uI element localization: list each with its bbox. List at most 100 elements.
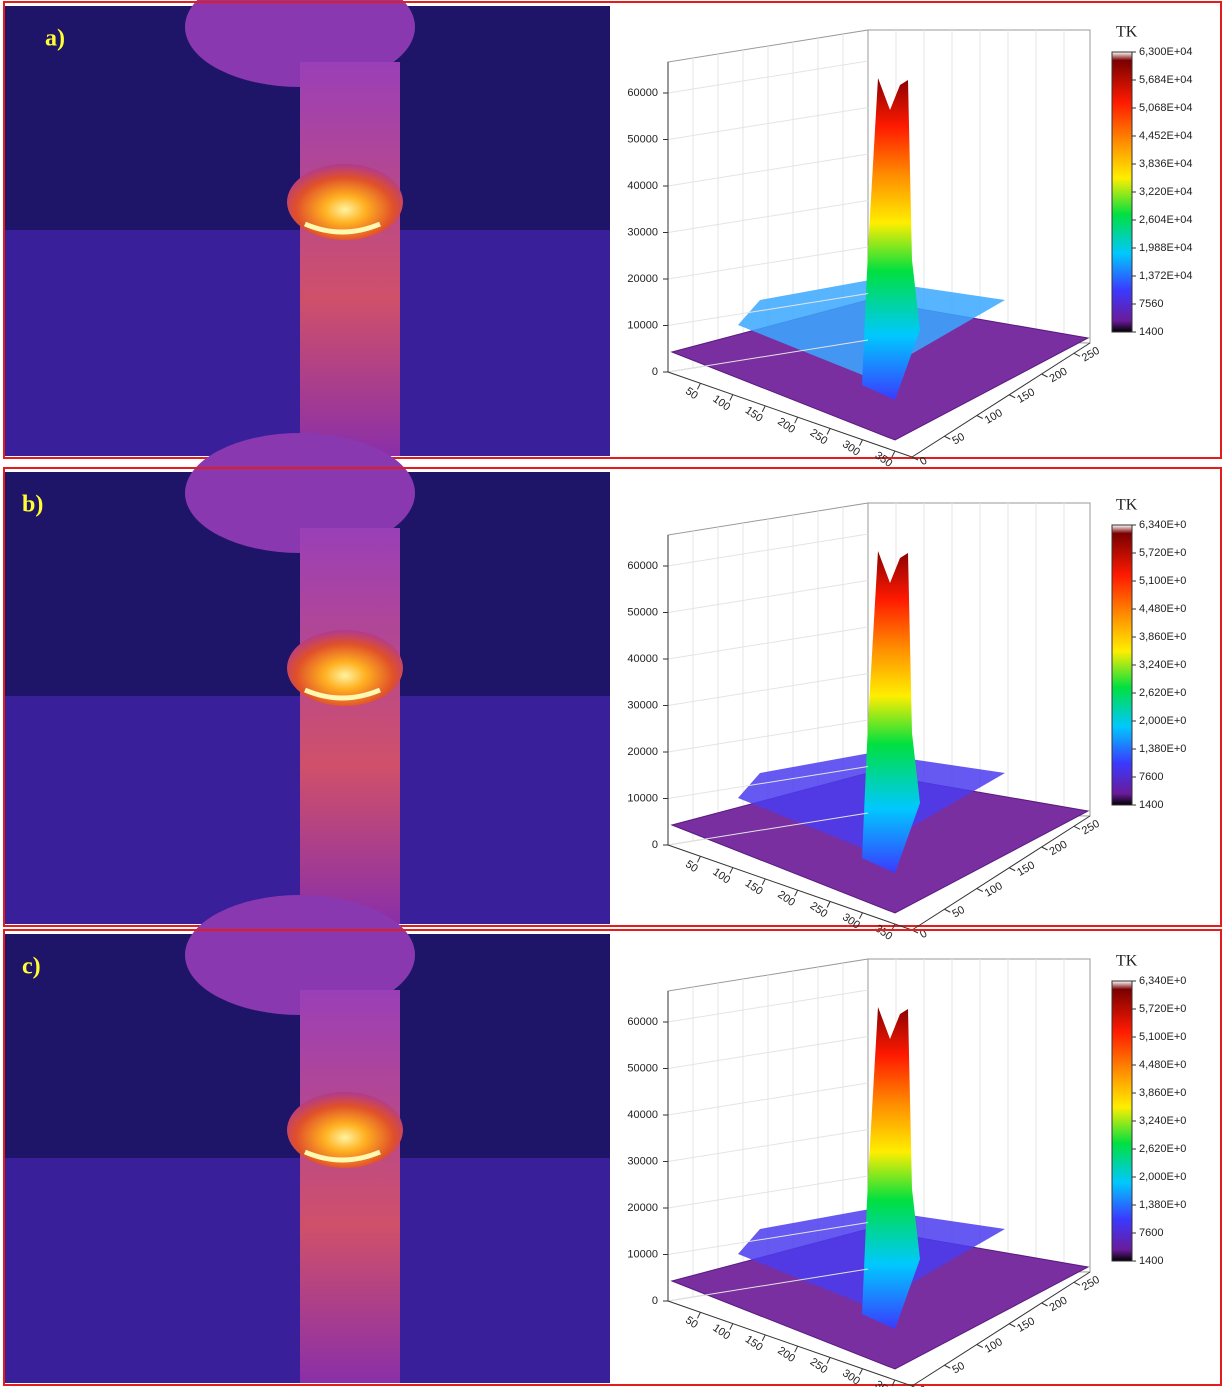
y-axis xyxy=(911,815,1091,931)
x-tick-label: 250 xyxy=(808,427,830,447)
colorbar-label: 6,340E+0 xyxy=(1139,519,1186,531)
x-tick-label: 300 xyxy=(840,438,862,458)
colorbar-label: 1400 xyxy=(1139,326,1163,338)
z-tick-label: 50000 xyxy=(627,1062,658,1074)
x-axis xyxy=(667,844,913,931)
z-grid xyxy=(667,1129,869,1162)
surface-peak xyxy=(862,78,920,400)
z-grid xyxy=(667,153,869,187)
colorbar-title: TK xyxy=(1116,497,1138,514)
image-column xyxy=(300,62,400,456)
z-grid xyxy=(667,1175,869,1209)
z-tick-label: 60000 xyxy=(627,1016,658,1028)
colorbar-label: 2,620E+0 xyxy=(1139,687,1186,699)
x-tick-label: 150 xyxy=(743,877,765,897)
y-tick xyxy=(1073,352,1081,357)
colorbar-label: 4,452E+04 xyxy=(1139,130,1193,142)
x-axis xyxy=(667,371,913,458)
x-tick xyxy=(696,383,701,390)
y-tick xyxy=(1008,867,1016,872)
panel-label: b) xyxy=(22,492,43,518)
panel-frame xyxy=(3,1,1222,459)
z-grid xyxy=(667,580,869,613)
x-tick-label: 150 xyxy=(743,404,765,424)
y-tick-label: 50 xyxy=(950,904,967,921)
y-tick xyxy=(944,1364,951,1369)
z-tick-label: 10000 xyxy=(627,319,658,331)
colorbar-label: 1400 xyxy=(1139,799,1163,811)
y-tick xyxy=(1008,394,1016,399)
thermal-image xyxy=(5,433,610,924)
x-tick-label: 250 xyxy=(808,900,830,920)
z-tick-label: 20000 xyxy=(627,273,658,285)
y-tick-label: 0 xyxy=(918,928,929,941)
surface-plot: 0 10000 20000 30000 40000 50000 60000 50 100 150 2… xyxy=(627,24,1192,470)
x-tick xyxy=(794,1345,799,1353)
x-tick xyxy=(761,405,766,413)
colorbar-label: 2,000E+0 xyxy=(1139,1171,1186,1183)
colorbar-label: 1400 xyxy=(1139,1255,1163,1267)
z-tick-label: 20000 xyxy=(627,1202,658,1214)
colorbar-label: 5,720E+0 xyxy=(1139,1003,1186,1015)
y-tick-label: 0 xyxy=(918,1384,929,1387)
x-tick xyxy=(891,1379,896,1387)
panel-label: a) xyxy=(45,26,65,52)
x-tick-label: 100 xyxy=(710,866,732,886)
y-tick-label: 50 xyxy=(950,431,967,448)
z-tick-label: 50000 xyxy=(627,606,658,618)
panel-frame xyxy=(3,929,1222,1386)
colorbar xyxy=(1111,51,1133,333)
x-axis xyxy=(667,1300,913,1387)
colorbar-label: 1,988E+04 xyxy=(1139,242,1193,254)
z-grid xyxy=(667,1036,869,1069)
z-grid xyxy=(667,107,869,140)
x-tick-label: 200 xyxy=(775,1345,797,1365)
x-tick xyxy=(696,856,701,863)
z-tick-label: 40000 xyxy=(627,180,658,192)
y-tick xyxy=(1041,1302,1048,1307)
y-tick xyxy=(911,456,919,461)
z-tick-label: 0 xyxy=(652,1295,658,1307)
z-grid xyxy=(667,533,869,567)
image-arc xyxy=(304,687,381,701)
x-tick xyxy=(826,1357,831,1364)
z-tick-label: 10000 xyxy=(627,1248,658,1260)
x-tick-label: 350 xyxy=(872,450,894,470)
z-grid xyxy=(667,812,869,846)
z-tick-label: 0 xyxy=(652,839,658,851)
colorbar-label: 7600 xyxy=(1139,1227,1163,1239)
colorbar-label: 1,380E+0 xyxy=(1139,743,1186,755)
z-tick-label: 10000 xyxy=(627,792,658,804)
z-grid xyxy=(667,293,869,326)
x-tick xyxy=(729,1323,734,1330)
x-tick-label: 250 xyxy=(808,1356,830,1376)
z-grid xyxy=(667,246,869,280)
colorbar-label: 4,480E+0 xyxy=(1139,1059,1186,1071)
z-tick-label: 30000 xyxy=(627,226,658,238)
z-grid xyxy=(667,339,869,373)
y-tick xyxy=(1041,846,1048,851)
x-tick xyxy=(891,450,896,458)
x-tick-label: 50 xyxy=(683,385,700,402)
z-grid xyxy=(667,1082,869,1116)
surface-plot: 0 10000 20000 30000 40000 50000 60000 50 100 150 2… xyxy=(627,497,1186,943)
colorbar-label: 7600 xyxy=(1139,771,1163,783)
x-tick-label: 200 xyxy=(775,889,797,909)
x-tick xyxy=(761,878,766,886)
y-tick xyxy=(1073,1281,1081,1286)
colorbar-label: 1,380E+0 xyxy=(1139,1199,1186,1211)
z-grid xyxy=(667,673,869,706)
panel-label: c) xyxy=(22,954,41,980)
z-tick-label: 30000 xyxy=(627,699,658,711)
z-grid xyxy=(667,626,869,660)
z-grid xyxy=(667,766,869,799)
z-grid xyxy=(667,989,869,1023)
image-hot-zone xyxy=(287,630,403,706)
image-column xyxy=(300,528,400,924)
x-tick xyxy=(859,912,863,919)
z-tick-label: 20000 xyxy=(627,746,658,758)
x-tick-label: 100 xyxy=(710,393,732,413)
x-tick xyxy=(761,1334,766,1342)
thermal-image xyxy=(5,895,610,1383)
z-tick-label: 0 xyxy=(652,366,658,378)
